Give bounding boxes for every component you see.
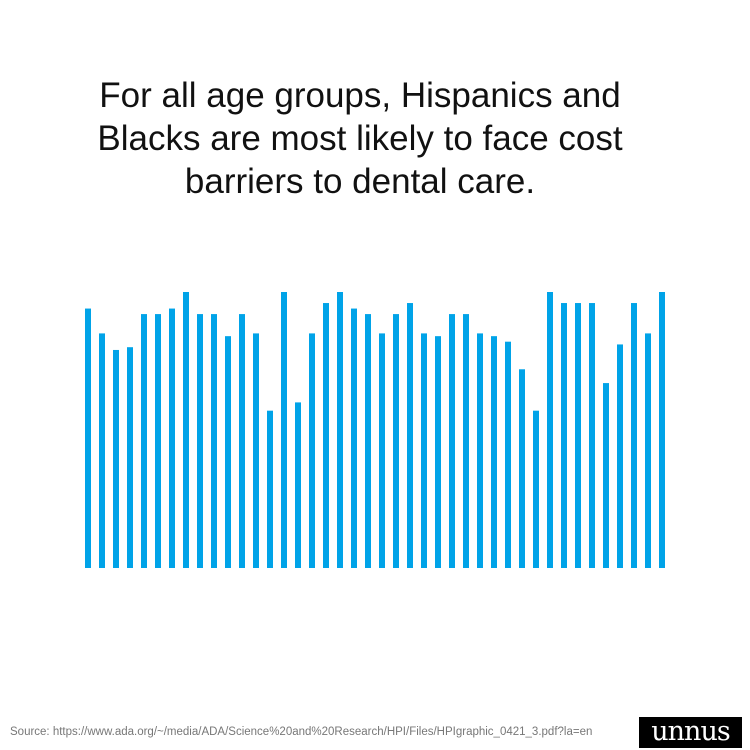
bar-26	[435, 336, 441, 568]
bar-18	[323, 303, 329, 568]
title-line: Blacks are most likely to face cost	[97, 119, 623, 158]
bar-31	[505, 341, 511, 568]
bar-40	[631, 303, 637, 568]
bar-7	[169, 308, 175, 568]
bar-16	[295, 402, 301, 568]
bar-23	[393, 314, 399, 568]
bar-35	[561, 303, 567, 568]
bar-11	[225, 336, 231, 568]
bar-28	[463, 314, 469, 568]
brand-logo: unnus	[639, 717, 742, 748]
bar-19	[337, 292, 343, 568]
bar-34	[547, 292, 553, 568]
bar-29	[477, 333, 483, 568]
bar-42	[659, 292, 665, 568]
bar-36	[575, 303, 581, 568]
bar-25	[421, 333, 427, 568]
bar-12	[239, 314, 245, 568]
source-text: Source: https://www.ada.org/~/media/ADA/…	[10, 726, 593, 738]
bar-27	[449, 314, 455, 568]
bar-4	[127, 347, 133, 568]
bar-10	[211, 314, 217, 568]
bar-15	[281, 292, 287, 568]
bar-38	[603, 383, 609, 568]
bar-1	[85, 308, 91, 568]
chart-title: For all age groups, Hispanics and Blacks…	[60, 74, 660, 203]
bar-32	[519, 369, 525, 568]
bar-6	[155, 314, 161, 568]
bar-8	[183, 292, 189, 568]
bar-37	[589, 303, 595, 568]
bar-14	[267, 410, 273, 568]
bar-33	[533, 410, 539, 568]
bar-5	[141, 314, 147, 568]
bar-17	[309, 333, 315, 568]
bar-3	[113, 349, 119, 568]
bar-2	[99, 333, 105, 568]
bar-21	[365, 314, 371, 568]
bar-22	[379, 333, 385, 568]
bar-24	[407, 303, 413, 568]
bar-41	[645, 333, 651, 568]
bar-39	[617, 344, 623, 568]
bar-9	[197, 314, 203, 568]
title-line: For all age groups, Hispanics and	[99, 76, 621, 115]
bar-20	[351, 308, 357, 568]
title-line: barriers to dental care.	[184, 162, 536, 201]
bar-30	[491, 336, 497, 568]
bar-13	[253, 333, 259, 568]
